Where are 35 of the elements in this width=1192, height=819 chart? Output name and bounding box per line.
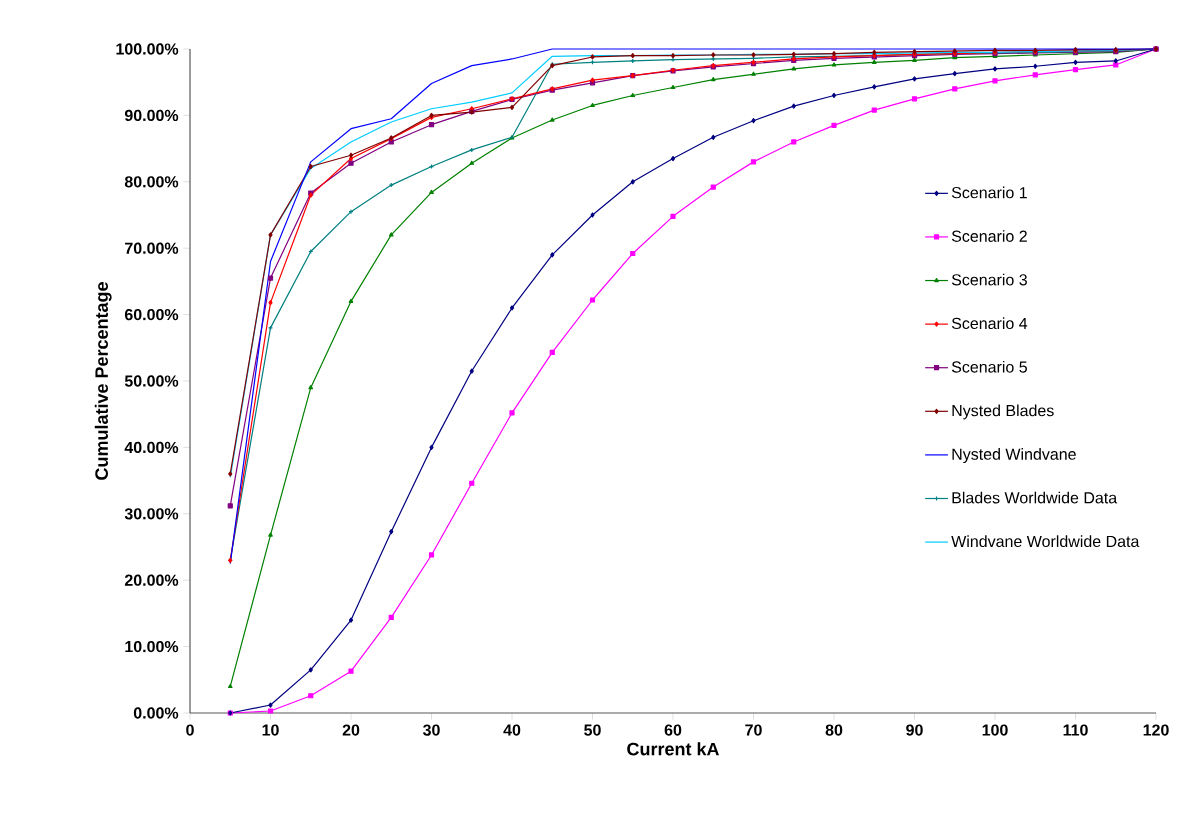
y-tick-label: 10.00%: [125, 640, 179, 653]
legend-label: Nysted Blades: [952, 404, 1054, 420]
legend-label: Blades Worldwide Data: [952, 491, 1118, 504]
y-tick-label: 60.00%: [124, 308, 179, 321]
x-tick-label: 0: [186, 724, 194, 736]
x-tick-label: 20: [342, 724, 360, 736]
legend-label: Windvane Worldwide Data: [951, 535, 1140, 548]
legend-label: Nysted Windvane: [952, 448, 1076, 464]
y-tick-label: 90.00%: [124, 109, 179, 122]
x-tick-label: 90: [906, 724, 923, 736]
legend-label: Scenario 4: [951, 317, 1028, 330]
x-tick-label: 70: [745, 724, 762, 736]
x-axis-title: Current kA: [627, 742, 720, 756]
y-tick-label: 0.00%: [133, 707, 179, 719]
y-tick-label: 20.00%: [124, 574, 179, 586]
y-tick-label: 70.00%: [125, 242, 179, 254]
legend-label: Scenario 5: [951, 360, 1027, 373]
y-tick-label: 40.00%: [124, 441, 179, 454]
y-tick-label: 80.00%: [124, 176, 179, 188]
x-tick-label: 10: [262, 724, 279, 736]
y-axis-title: Cumulative Percentage: [94, 282, 112, 480]
legend-label: Scenario 2: [951, 230, 1027, 242]
x-tick-label: 110: [1063, 724, 1088, 736]
x-tick-label: 60: [664, 724, 682, 736]
legend-label: Scenario 1: [951, 186, 1027, 199]
x-tick-label: 50: [584, 724, 601, 736]
legend-label: Scenario 3: [951, 273, 1027, 286]
x-tick-label: 80: [825, 724, 843, 736]
x-tick-label: 120: [1143, 724, 1169, 736]
x-tick-label: 40: [503, 724, 521, 736]
x-tick-label: 30: [422, 724, 440, 736]
y-tick-label: 100.00%: [116, 43, 179, 55]
y-tick-label: 30.00%: [124, 508, 179, 520]
y-tick-label: 50.00%: [124, 375, 179, 387]
x-tick-label: 100: [982, 724, 1008, 736]
